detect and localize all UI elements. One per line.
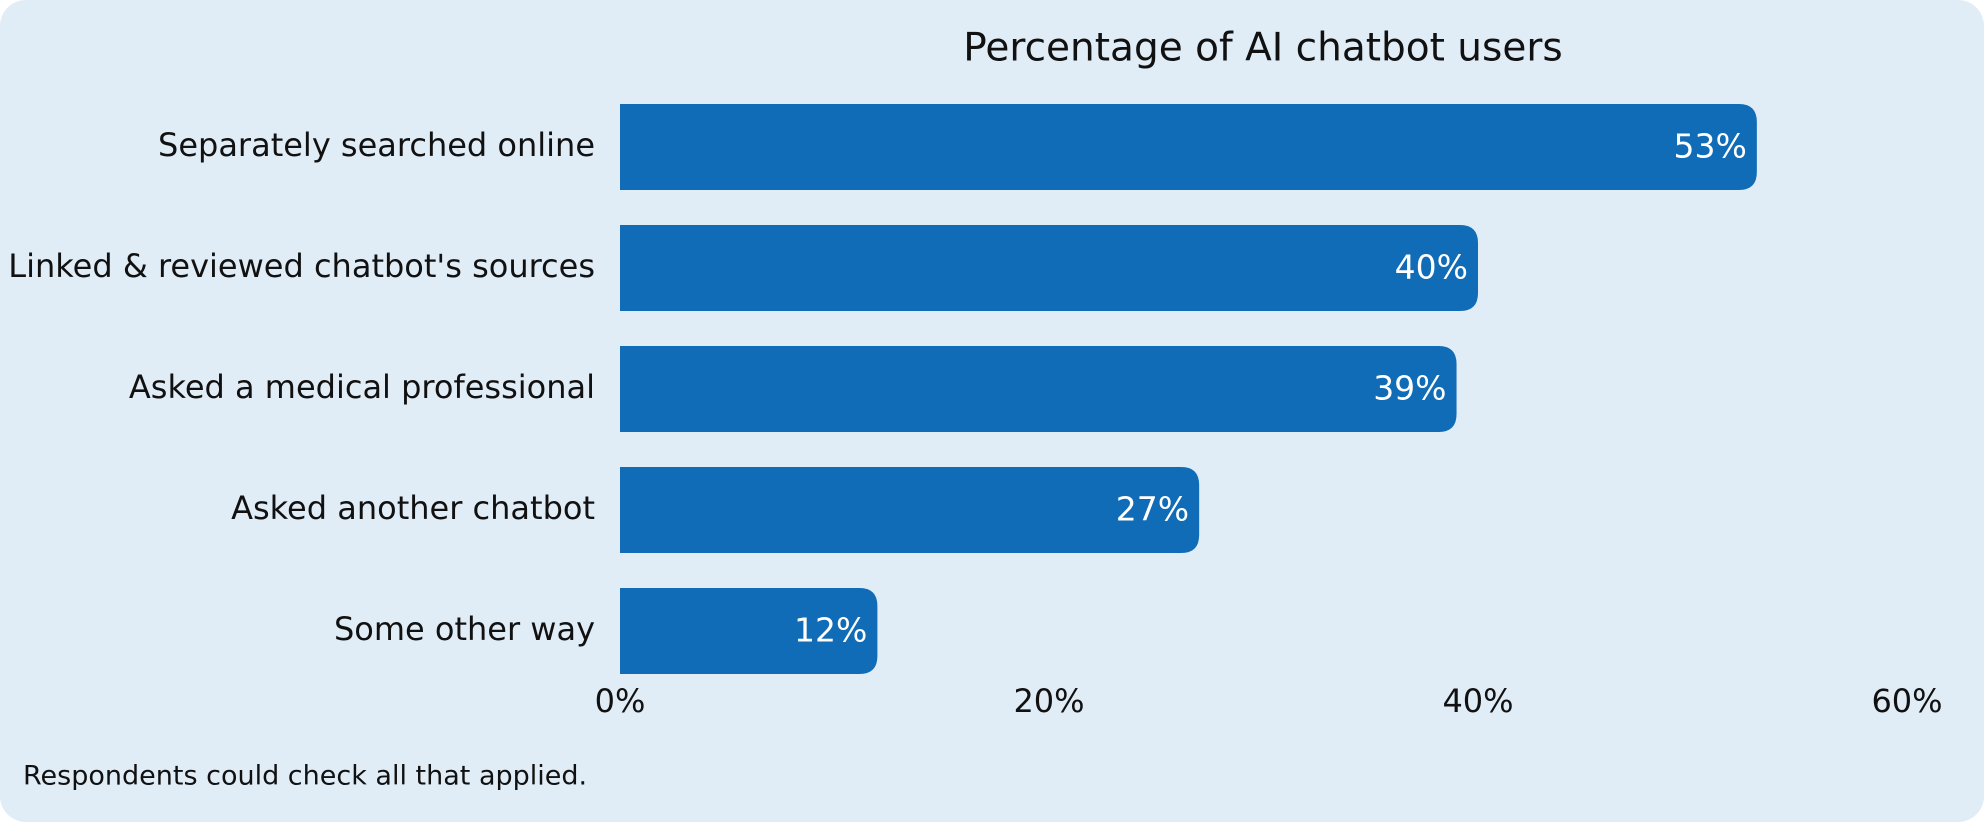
x-tick-label: 20% (1013, 682, 1084, 720)
bar (620, 467, 1200, 553)
value-label: 39% (1373, 369, 1446, 408)
y-tick-label: Asked a medical professional (129, 368, 595, 406)
y-tick-label: Linked & reviewed chatbot's sources (8, 247, 595, 285)
bar (620, 346, 1457, 432)
bar (620, 588, 878, 674)
x-tick-label: 60% (1871, 682, 1942, 720)
value-label: 40% (1395, 248, 1468, 287)
x-tick-label: 0% (595, 682, 646, 720)
x-tick-label: 40% (1442, 682, 1513, 720)
bar (620, 225, 1478, 311)
footnote: Respondents could check all that applied… (23, 761, 587, 792)
chart-title: Percentage of AI chatbot users (963, 26, 1562, 71)
value-label: 27% (1116, 490, 1189, 529)
y-tick-label: Asked another chatbot (231, 489, 595, 527)
y-tick-label: Some other way (334, 610, 595, 648)
y-tick-label: Separately searched online (158, 126, 595, 164)
value-label: 12% (794, 611, 867, 650)
bar (620, 104, 1757, 190)
value-label: 53% (1673, 127, 1746, 166)
